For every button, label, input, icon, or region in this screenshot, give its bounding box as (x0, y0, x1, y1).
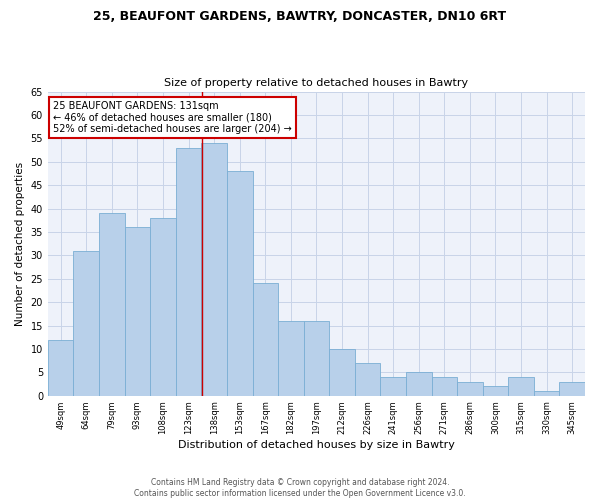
Bar (202, 143, 227, 396)
Bar (482, 386, 508, 396)
Bar (534, 391, 559, 396)
Bar (329, 349, 355, 396)
Y-axis label: Number of detached properties: Number of detached properties (15, 162, 25, 326)
Bar (508, 377, 534, 396)
Bar (559, 382, 585, 396)
Bar (150, 218, 176, 396)
Bar (406, 372, 431, 396)
X-axis label: Distribution of detached houses by size in Bawtry: Distribution of detached houses by size … (178, 440, 455, 450)
Bar (227, 171, 253, 396)
Bar (278, 321, 304, 396)
Title: Size of property relative to detached houses in Bawtry: Size of property relative to detached ho… (164, 78, 469, 88)
Text: Contains HM Land Registry data © Crown copyright and database right 2024.
Contai: Contains HM Land Registry data © Crown c… (134, 478, 466, 498)
Bar (457, 382, 482, 396)
Bar (73, 250, 99, 396)
Bar (253, 284, 278, 396)
Bar (380, 377, 406, 396)
Bar (48, 340, 73, 396)
Bar (176, 148, 202, 396)
Bar (355, 363, 380, 396)
Bar (125, 228, 150, 396)
Text: 25 BEAUFONT GARDENS: 131sqm
← 46% of detached houses are smaller (180)
52% of se: 25 BEAUFONT GARDENS: 131sqm ← 46% of det… (53, 100, 292, 134)
Bar (99, 213, 125, 396)
Bar (304, 321, 329, 396)
Text: 25, BEAUFONT GARDENS, BAWTRY, DONCASTER, DN10 6RT: 25, BEAUFONT GARDENS, BAWTRY, DONCASTER,… (94, 10, 506, 23)
Bar (431, 377, 457, 396)
